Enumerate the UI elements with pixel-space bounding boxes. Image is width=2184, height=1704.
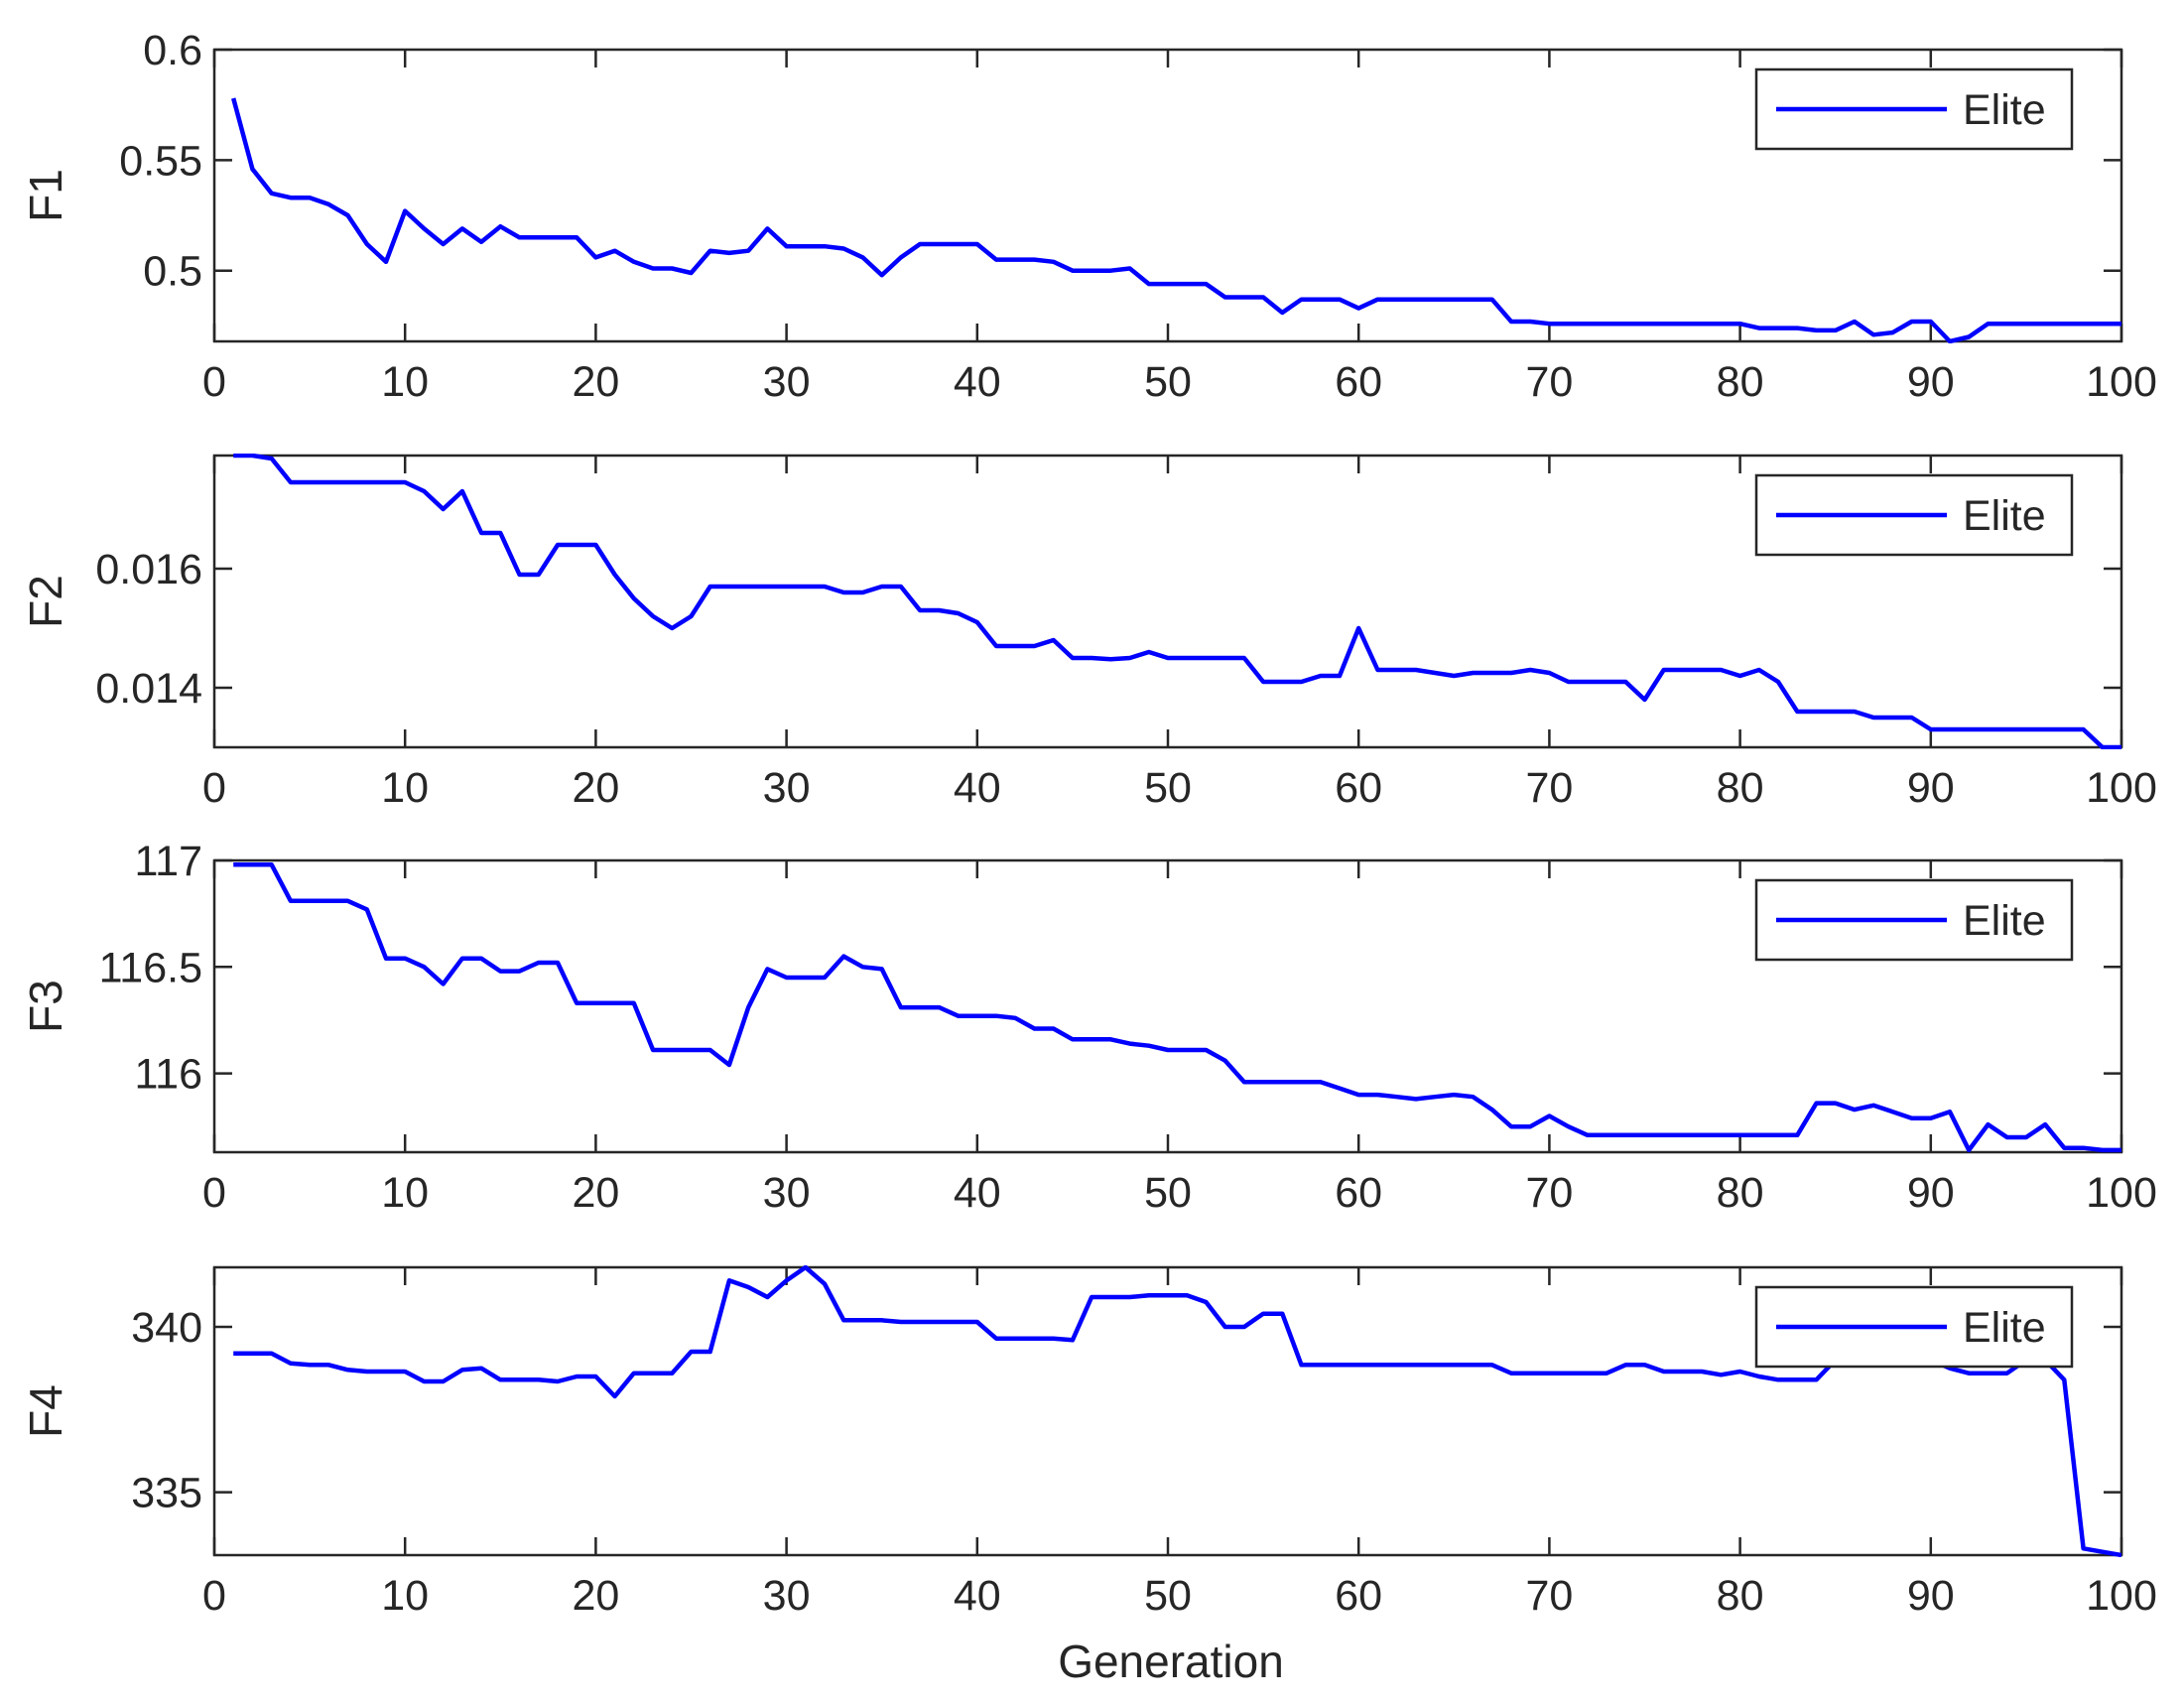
y-axis-label: F4 (20, 1384, 71, 1438)
x-tick-label: 30 (763, 764, 811, 812)
subplot-4: 0 10 20 30 40 50 60 70 80 90 100 335 340 F4 Elite (20, 1265, 2157, 1620)
y-tick-label: 116.5 (99, 944, 202, 991)
y-tick-label: 116 (134, 1051, 202, 1099)
x-tick-label: 0 (202, 764, 226, 812)
x-tick-label: 20 (572, 1169, 619, 1217)
x-tick-label: 50 (1144, 764, 1192, 812)
x-tick-label: 50 (1144, 1169, 1192, 1217)
x-tick-label: 90 (1907, 1169, 1955, 1217)
x-tick-label: 0 (202, 358, 226, 406)
x-tick-label: 10 (381, 764, 429, 812)
x-tick-label: 20 (572, 764, 619, 812)
x-tick-label: 90 (1907, 764, 1955, 812)
x-tick-label: 70 (1525, 358, 1573, 406)
series-line-elite (233, 1265, 2121, 1557)
subplot-3: 0 10 20 30 40 50 60 70 80 90 100 116 116.5 117 F3 Elite (20, 838, 2157, 1217)
x-tick-label: 50 (1144, 1572, 1192, 1620)
x-tick-label: 70 (1525, 1572, 1573, 1620)
x-tick-label: 40 (954, 764, 1001, 812)
x-tick-label: 20 (572, 1572, 619, 1620)
x-tick-label: 40 (954, 358, 1001, 406)
legend-label: Elite (1963, 492, 2046, 540)
x-tick-label: 0 (202, 1169, 226, 1217)
legend-label: Elite (1963, 897, 2046, 945)
x-tick-label: 20 (572, 358, 619, 406)
x-tick-label: 60 (1335, 1572, 1382, 1620)
x-tick-label: 40 (954, 1572, 1001, 1620)
y-tick-label: 0.5 (143, 248, 202, 296)
x-tick-label: 10 (381, 1169, 429, 1217)
y-tick-label: 0.6 (143, 27, 202, 74)
y-tick-label: 117 (134, 838, 202, 885)
legend-label: Elite (1963, 1304, 2046, 1352)
x-tick-label: 60 (1335, 764, 1382, 812)
x-tick-label: 100 (2086, 1572, 2157, 1620)
x-tick-label: 40 (954, 1169, 1001, 1217)
y-tick-label: 0.55 (119, 137, 202, 185)
x-tick-label: 10 (381, 358, 429, 406)
y-tick-label: 340 (131, 1304, 202, 1352)
x-tick-label: 80 (1717, 358, 1764, 406)
subplot-1: 0 10 20 30 40 50 60 70 80 90 100 0.5 0.55 0.6 F1 Elite (20, 27, 2157, 406)
legend: Elite (1754, 473, 2074, 557)
x-tick-label: 90 (1907, 1572, 1955, 1620)
x-tick-label: 50 (1144, 358, 1192, 406)
series-line-elite (231, 97, 2121, 343)
x-tick-label: 100 (2086, 764, 2157, 812)
subplot-2: 0 10 20 30 40 50 60 70 80 90 100 0.014 0.016 F2 Elite (20, 454, 2157, 812)
x-tick-label: 100 (2086, 358, 2157, 406)
x-tick-label: 80 (1717, 1169, 1764, 1217)
x-tick-label: 70 (1525, 1169, 1573, 1217)
series-line-elite (233, 862, 2121, 1153)
x-tick-label: 70 (1525, 764, 1573, 812)
y-axis-label: F1 (20, 169, 71, 222)
x-tick-label: 80 (1717, 764, 1764, 812)
legend: Elite (1754, 1285, 2074, 1369)
legend: Elite (1754, 67, 2074, 151)
x-tick-label: 30 (763, 358, 811, 406)
y-axis-label: F2 (20, 575, 71, 628)
x-tick-label: 30 (763, 1169, 811, 1217)
legend-label: Elite (1963, 86, 2046, 134)
x-tick-label: 10 (381, 1572, 429, 1620)
x-tick-label: 60 (1335, 358, 1382, 406)
x-axis-label: Generation (1058, 1636, 1284, 1687)
x-tick-label: 0 (202, 1572, 226, 1620)
y-tick-label: 335 (131, 1470, 202, 1517)
series-line-elite (233, 454, 2121, 749)
y-tick-label: 0.016 (95, 546, 202, 593)
x-tick-label: 60 (1335, 1169, 1382, 1217)
x-tick-label: 90 (1907, 358, 1955, 406)
y-tick-label: 0.014 (95, 665, 202, 713)
x-tick-label: 80 (1717, 1572, 1764, 1620)
y-axis-label: F3 (20, 980, 71, 1033)
x-tick-label: 30 (763, 1572, 811, 1620)
legend: Elite (1754, 878, 2074, 962)
x-tick-label: 100 (2086, 1169, 2157, 1217)
